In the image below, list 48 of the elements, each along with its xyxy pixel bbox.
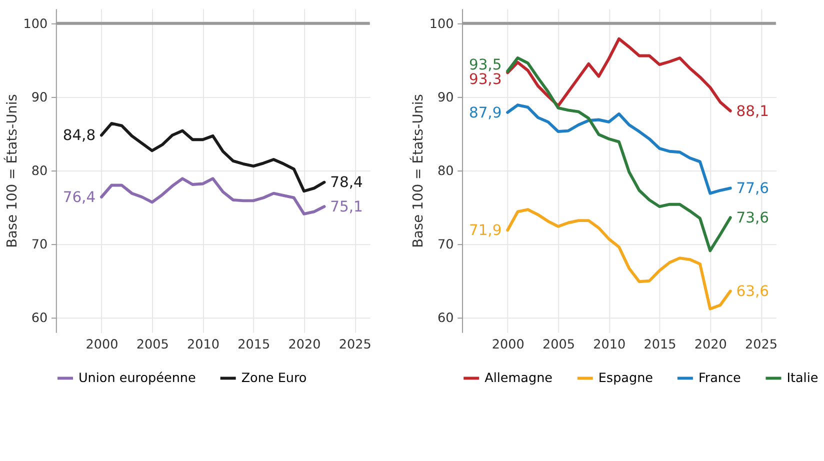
y-tick-label: 100 [23, 16, 48, 32]
data-label: 93,3 [468, 71, 502, 88]
data-label: 73,6 [736, 210, 769, 227]
x-tick-label: 2000 [492, 338, 524, 353]
y-axis-title: Base 100 = États-Unis [3, 94, 20, 248]
data-label: 88,1 [736, 102, 769, 120]
y-tick-label: 80 [437, 164, 454, 179]
data-label: 87,9 [468, 104, 502, 122]
line-series [506, 37, 732, 112]
line-series [506, 104, 732, 195]
y-tick-label: 80 [31, 164, 48, 179]
x-tick-label: 2020 [288, 338, 321, 353]
line-series [506, 208, 732, 310]
x-tick-label: 2025 [338, 338, 372, 353]
x-tick-label: 2000 [86, 338, 118, 353]
y-tick-label: 70 [31, 238, 48, 252]
y-tick-label: 60 [437, 311, 454, 326]
data-label: 84,8 [62, 127, 96, 144]
line-series [100, 122, 326, 193]
x-tick-label: 2020 [694, 338, 727, 353]
data-label: 78,4 [330, 174, 363, 192]
data-label: 63,6 [736, 283, 769, 300]
y-tick-label: 70 [437, 238, 454, 252]
x-tick-label: 2015 [644, 338, 676, 353]
line-series [100, 177, 326, 216]
y-tick-label: 90 [437, 90, 454, 106]
legend-label: Union européenne [78, 371, 196, 386]
data-label: 71,9 [468, 222, 502, 240]
data-label: 75,1 [330, 198, 363, 216]
legend-label: Allemagne [484, 371, 553, 386]
y-axis-title: Base 100 = États-Unis [409, 94, 426, 248]
x-tick-label: 2005 [136, 338, 169, 353]
legend-label: Espagne [598, 371, 654, 386]
x-tick-label: 2015 [238, 338, 270, 353]
x-tick-label: 2005 [542, 338, 575, 353]
data-label: 76,4 [62, 188, 96, 206]
y-tick-label: 60 [31, 311, 48, 326]
data-label: 93,5 [468, 56, 502, 74]
data-label: 77,6 [736, 180, 769, 198]
y-tick-label: 90 [31, 90, 48, 106]
legend-label: Zone Euro [241, 371, 307, 386]
y-tick-label: 100 [429, 16, 454, 32]
legend-label: Italie [786, 371, 818, 386]
x-tick-label: 2010 [187, 338, 220, 353]
legend-label: France [698, 371, 741, 386]
x-tick-label: 2025 [745, 338, 778, 353]
x-tick-label: 2010 [593, 338, 626, 353]
line-series [506, 56, 732, 252]
